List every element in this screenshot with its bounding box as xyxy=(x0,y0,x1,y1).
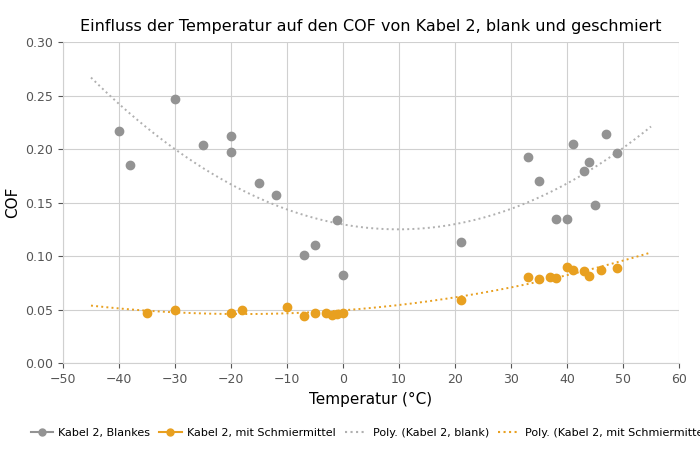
Y-axis label: COF: COF xyxy=(5,187,20,219)
Legend: Kabel 2, Blankes, Kabel 2, mit Schmiermittel, Poly. (Kabel 2, blank), Poly. (Kab: Kabel 2, Blankes, Kabel 2, mit Schmiermi… xyxy=(26,424,700,443)
Title: Einfluss der Temperatur auf den COF von Kabel 2, blank und geschmiert: Einfluss der Temperatur auf den COF von … xyxy=(80,19,662,34)
X-axis label: Temperatur (°C): Temperatur (°C) xyxy=(309,392,433,407)
